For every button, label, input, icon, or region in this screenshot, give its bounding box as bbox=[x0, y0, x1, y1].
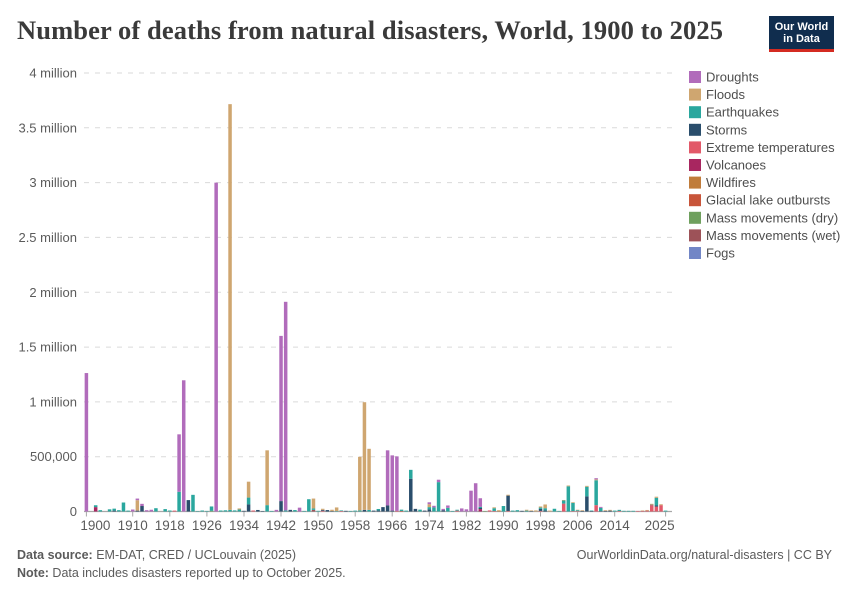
svg-text:2025: 2025 bbox=[645, 518, 675, 533]
svg-text:Glacial lake outbursts: Glacial lake outbursts bbox=[706, 193, 831, 208]
svg-text:Fogs: Fogs bbox=[706, 246, 735, 261]
svg-text:1900: 1900 bbox=[80, 518, 110, 533]
svg-text:2 million: 2 million bbox=[29, 285, 77, 300]
svg-text:2006: 2006 bbox=[563, 518, 593, 533]
svg-text:Volcanoes: Volcanoes bbox=[706, 158, 766, 173]
svg-text:0: 0 bbox=[70, 504, 77, 519]
svg-text:1926: 1926 bbox=[192, 518, 222, 533]
svg-text:Extreme temperatures: Extreme temperatures bbox=[706, 140, 835, 155]
svg-text:1998: 1998 bbox=[525, 518, 555, 533]
svg-text:1982: 1982 bbox=[451, 518, 481, 533]
svg-text:1950: 1950 bbox=[303, 518, 333, 533]
svg-text:1 million: 1 million bbox=[29, 394, 77, 409]
svg-text:1990: 1990 bbox=[488, 518, 518, 533]
svg-text:Storms: Storms bbox=[706, 122, 748, 137]
svg-text:2.5 million: 2.5 million bbox=[18, 230, 77, 245]
svg-text:Earthquakes: Earthquakes bbox=[706, 105, 779, 120]
svg-text:1974: 1974 bbox=[414, 518, 445, 533]
svg-text:1910: 1910 bbox=[118, 518, 148, 533]
svg-text:1934: 1934 bbox=[229, 518, 260, 533]
svg-text:2014: 2014 bbox=[600, 518, 631, 533]
svg-text:1958: 1958 bbox=[340, 518, 370, 533]
svg-text:1.5 million: 1.5 million bbox=[18, 340, 77, 355]
svg-text:Mass movements (wet): Mass movements (wet) bbox=[706, 228, 840, 243]
svg-text:4 million: 4 million bbox=[29, 66, 77, 81]
svg-text:3.5 million: 3.5 million bbox=[18, 120, 77, 135]
svg-text:500,000: 500,000 bbox=[30, 449, 77, 464]
svg-text:Mass movements (dry): Mass movements (dry) bbox=[706, 210, 838, 225]
svg-text:1966: 1966 bbox=[377, 518, 407, 533]
svg-text:1918: 1918 bbox=[155, 518, 185, 533]
svg-text:1942: 1942 bbox=[266, 518, 296, 533]
svg-text:3 million: 3 million bbox=[29, 175, 77, 190]
svg-text:Droughts: Droughts bbox=[706, 70, 759, 85]
svg-text:Wildfires: Wildfires bbox=[706, 175, 756, 190]
svg-text:Floods: Floods bbox=[706, 87, 746, 102]
